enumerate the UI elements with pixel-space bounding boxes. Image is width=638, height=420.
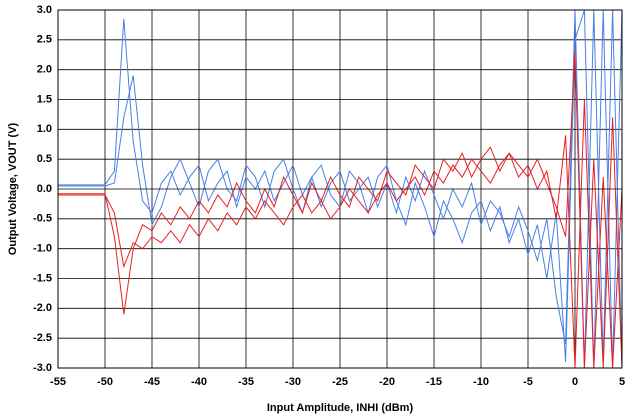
x-tick-label: -45 xyxy=(144,376,160,388)
x-tick-label: -20 xyxy=(379,376,395,388)
x-tick-label: -55 xyxy=(50,376,66,388)
y-tick-label: -1.0 xyxy=(33,243,52,255)
y-tick-label: 2.5 xyxy=(37,34,52,46)
series-line xyxy=(58,10,622,368)
y-tick-label: 1.0 xyxy=(37,123,52,135)
y-tick-label: 1.5 xyxy=(37,93,52,105)
x-tick-label: -35 xyxy=(238,376,254,388)
series-line xyxy=(58,51,622,368)
plot-frame xyxy=(57,9,623,369)
x-tick-label: 5 xyxy=(619,376,625,388)
y-tick-label: -3.0 xyxy=(33,362,52,374)
y-tick-label: 0.5 xyxy=(37,153,52,165)
y-tick-label: -0.5 xyxy=(33,213,52,225)
x-tick-label: -30 xyxy=(285,376,301,388)
x-tick-label: -50 xyxy=(97,376,113,388)
x-axis-title: Input Amplitude, INHI (dBm) xyxy=(267,402,414,414)
x-tick-label: -10 xyxy=(473,376,489,388)
x-tick-label: -40 xyxy=(191,376,207,388)
series-line xyxy=(58,99,622,368)
x-tick-label: -25 xyxy=(332,376,348,388)
x-tick-label: -15 xyxy=(426,376,442,388)
y-tick-label: 3.0 xyxy=(37,4,52,16)
y-tick-label: -1.5 xyxy=(33,272,52,284)
x-tick-label: 0 xyxy=(572,376,578,388)
y-tick-label: 0.0 xyxy=(37,183,52,195)
y-tick-label: 2.0 xyxy=(37,64,52,76)
y-axis-title: Output Voltage, VOUT (V) xyxy=(7,122,19,255)
y-tick-label: -2.0 xyxy=(33,302,52,314)
x-tick-label: -5 xyxy=(523,376,533,388)
y-tick-label: -2.5 xyxy=(33,332,52,344)
